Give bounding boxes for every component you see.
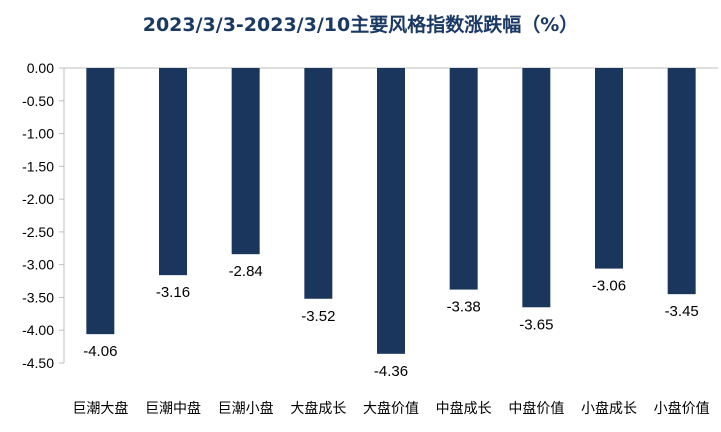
data-label: -3.65 — [519, 316, 553, 333]
y-tick-label: -0.50 — [22, 93, 54, 109]
y-tick-label: -4.00 — [22, 322, 54, 338]
bar — [667, 68, 696, 295]
data-label: -2.84 — [229, 263, 263, 280]
y-tick-label: -3.50 — [22, 289, 54, 305]
bar — [595, 68, 623, 269]
y-tick-label: -2.00 — [22, 191, 54, 207]
bar — [231, 68, 260, 255]
y-tick-label: 0.00 — [27, 60, 54, 76]
y-tick-label: -4.50 — [22, 355, 54, 371]
y-tick-label: -1.00 — [22, 126, 54, 142]
y-tick-label: -3.00 — [22, 257, 54, 273]
bar — [159, 68, 187, 276]
data-label: -3.06 — [592, 278, 626, 295]
bar — [522, 68, 551, 308]
data-label: -3.16 — [156, 284, 190, 301]
category-label: 中盘成长 — [436, 400, 492, 417]
category-label: 巨潮大盘 — [72, 400, 128, 417]
y-tick-label: -1.50 — [22, 158, 54, 174]
category-label: 小盘价值 — [654, 400, 710, 417]
category-label: 中盘价值 — [508, 400, 564, 417]
bar — [86, 68, 115, 335]
data-label: -4.36 — [374, 363, 408, 380]
bar — [304, 68, 333, 299]
category-label: 大盘成长 — [290, 400, 346, 417]
data-label: -3.45 — [665, 303, 699, 320]
chart-title: 2023/3/3-2023/3/10主要风格指数涨跌幅（%） — [142, 14, 579, 36]
bar — [377, 68, 405, 354]
data-label: -4.06 — [83, 343, 117, 360]
y-tick-label: -2.50 — [22, 224, 54, 240]
data-label: -3.38 — [447, 299, 481, 316]
category-label: 小盘成长 — [581, 400, 637, 417]
category-label: 巨潮中盘 — [145, 400, 201, 417]
category-label: 大盘价值 — [363, 400, 419, 417]
bar — [449, 68, 478, 290]
data-label: -3.52 — [301, 308, 335, 325]
category-label: 巨潮小盘 — [218, 400, 274, 417]
